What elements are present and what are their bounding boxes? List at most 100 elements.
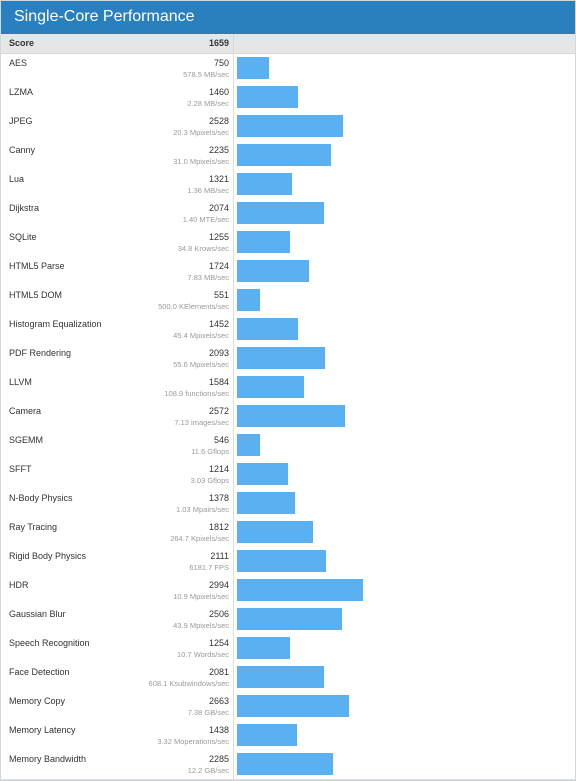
- benchmark-row: Face Detection 2081 608.1 Ksubwindows/sec: [1, 663, 575, 693]
- benchmark-rate: 12.2 GB/sec: [187, 766, 229, 775]
- panel-header: Single-Core Performance: [1, 1, 575, 35]
- benchmark-name: Memory Copy: [9, 696, 66, 706]
- benchmark-name: Face Detection: [9, 667, 70, 677]
- benchmark-name: Memory Latency: [9, 725, 76, 735]
- benchmark-score: 1452: [208, 319, 229, 329]
- benchmark-score: 1438: [208, 725, 229, 735]
- benchmark-score: 2111: [210, 551, 229, 561]
- benchmark-name: SQLite: [9, 232, 37, 242]
- benchmark-row: Lua 1321 1.36 MB/sec: [1, 170, 575, 200]
- benchmark-row: Canny 2235 31.0 Mpixels/sec: [1, 141, 575, 171]
- benchmark-row: N-Body Physics 1378 1.03 Mpairs/sec: [1, 489, 575, 519]
- score-bar: [237, 173, 292, 195]
- score-bar: [237, 318, 298, 340]
- benchmark-score: 1321: [208, 174, 229, 184]
- benchmark-name: HDR: [9, 580, 29, 590]
- column-divider: [233, 402, 234, 431]
- benchmark-score: 1378: [208, 493, 229, 503]
- panel-title: Single-Core Performance: [14, 8, 195, 25]
- column-divider: [233, 286, 234, 315]
- benchmark-row: Histogram Equalization 1452 45.4 Mpixels/s…: [1, 315, 575, 345]
- column-divider: [233, 54, 234, 83]
- column-divider: [233, 634, 234, 663]
- benchmark-rate: 45.4 Mpixels/sec: [173, 331, 229, 340]
- benchmark-rate: 264.7 Kpixels/sec: [170, 534, 229, 543]
- column-divider: [233, 605, 234, 634]
- column-divider: [233, 692, 234, 721]
- column-divider: [233, 34, 234, 53]
- score-bar: [237, 753, 333, 775]
- score-bar: [237, 260, 309, 282]
- benchmark-score: 2093: [208, 348, 229, 358]
- column-divider: [233, 576, 234, 605]
- benchmark-row: Ray Tracing 1812 264.7 Kpixels/sec: [1, 518, 575, 548]
- benchmark-rate: 55.6 Mpixels/sec: [173, 360, 229, 369]
- benchmark-row: SGEMM 546 11.6 Gflops: [1, 431, 575, 461]
- benchmark-rate: 1.36 MB/sec: [187, 186, 229, 195]
- benchmark-score: 1724: [208, 261, 229, 271]
- benchmark-row: Memory Copy 2663 7.38 GB/sec: [1, 692, 575, 722]
- score-bar: [237, 637, 290, 659]
- benchmark-rate: 3.32 Moperations/sec: [157, 737, 229, 746]
- benchmark-row: SQLite 1255 34.8 Krows/sec: [1, 228, 575, 258]
- benchmark-score: 2285: [208, 754, 229, 764]
- column-divider: [233, 83, 234, 112]
- score-bar: [237, 550, 326, 572]
- benchmark-rate: 31.0 Mpixels/sec: [173, 157, 229, 166]
- column-divider: [233, 257, 234, 286]
- score-value: 1659: [208, 38, 229, 48]
- column-divider: [233, 199, 234, 228]
- benchmark-rate: 43.9 Mpixels/sec: [173, 621, 229, 630]
- column-divider: [233, 547, 234, 576]
- score-bar: [237, 463, 288, 485]
- benchmark-row: HDR 2994 10.9 Mpixels/sec: [1, 576, 575, 606]
- score-bar: [237, 231, 290, 253]
- benchmark-score: 551: [213, 290, 229, 300]
- benchmark-name: LLVM: [9, 377, 32, 387]
- score-bar: [237, 521, 313, 543]
- benchmark-row: Memory Bandwidth 2285 12.2 GB/sec: [1, 750, 575, 780]
- benchmark-row: LLVM 1584 108.9 functions/sec: [1, 373, 575, 403]
- benchmark-rate: 2.28 MB/sec: [187, 99, 229, 108]
- benchmark-name: Memory Bandwidth: [9, 754, 87, 764]
- benchmark-score: 1255: [208, 232, 229, 242]
- benchmark-score: 2506: [208, 609, 229, 619]
- benchmark-name: Gaussian Blur: [9, 609, 66, 619]
- column-divider: [233, 460, 234, 489]
- benchmark-rate: 7.13 images/sec: [174, 418, 229, 427]
- benchmark-rate: 7.38 GB/sec: [187, 708, 229, 717]
- benchmark-rate: 578.5 MB/sec: [183, 70, 229, 79]
- benchmark-score: 546: [213, 435, 229, 445]
- column-divider: [233, 518, 234, 547]
- benchmark-rate: 6181.7 FPS: [189, 563, 229, 572]
- column-divider: [233, 315, 234, 344]
- benchmark-score: 2528: [208, 116, 229, 126]
- score-bar: [237, 144, 331, 166]
- column-divider: [233, 431, 234, 460]
- benchmark-name: Histogram Equalization: [9, 319, 102, 329]
- benchmark-name: HTML5 DOM: [9, 290, 63, 300]
- benchmark-row: LZMA 1460 2.28 MB/sec: [1, 83, 575, 113]
- score-label: Score: [9, 38, 35, 48]
- benchmark-row: SFFT 1214 3.03 Gflops: [1, 460, 575, 490]
- benchmark-rate: 34.8 Krows/sec: [177, 244, 229, 253]
- column-divider: [233, 228, 234, 257]
- benchmark-score: 1812: [208, 522, 229, 532]
- score-bar: [237, 86, 298, 108]
- benchmark-score: 2572: [208, 406, 229, 416]
- benchmark-rate: 608.1 Ksubwindows/sec: [148, 679, 229, 688]
- benchmark-row: Rigid Body Physics 2111 6181.7 FPS: [1, 547, 575, 577]
- column-divider: [233, 344, 234, 373]
- score-bar: [237, 57, 269, 79]
- column-divider: [233, 750, 234, 779]
- benchmark-rate: 7.83 MB/sec: [187, 273, 229, 282]
- score-bar: [237, 347, 325, 369]
- benchmark-row: HTML5 DOM 551 500.0 KElements/sec: [1, 286, 575, 316]
- benchmark-row: Memory Latency 1438 3.32 Moperations/sec: [1, 721, 575, 751]
- benchmark-rate: 11.6 Gflops: [191, 447, 229, 456]
- benchmark-name: AES: [9, 58, 28, 68]
- benchmark-score: 1584: [208, 377, 229, 387]
- benchmark-score: 1254: [208, 638, 229, 648]
- score-bar: [237, 434, 260, 456]
- benchmark-row: Camera 2572 7.13 images/sec: [1, 402, 575, 432]
